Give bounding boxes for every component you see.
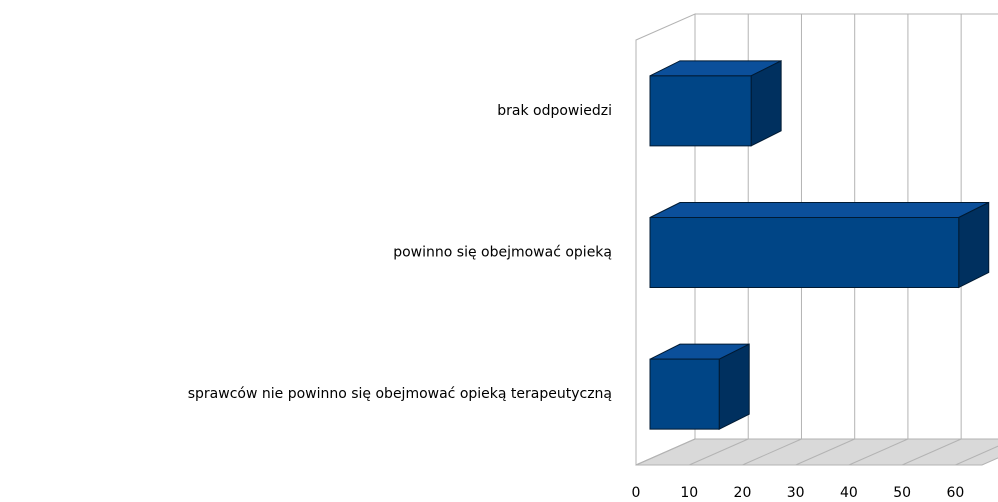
floor-grid-line [635, 438, 696, 466]
floor-grid-line [689, 438, 749, 466]
x-tick-label: 10 [680, 485, 698, 501]
bar-side [718, 343, 750, 430]
x-tick-label: 0 [632, 485, 641, 501]
bar-side [750, 60, 782, 147]
x-tick-label: 60 [946, 485, 964, 501]
floor-grid-line [955, 445, 998, 466]
category-label: sprawców nie powinno się obejmować opiek… [188, 386, 612, 402]
bar-top [649, 202, 989, 218]
bar [649, 343, 750, 430]
category-label: powinno się obejmować opieką [393, 245, 612, 261]
floor-grid-line [742, 438, 802, 466]
bar [649, 201, 990, 289]
floor-grid-line [901, 438, 962, 466]
category-label: brak odpowiedzi [497, 103, 612, 119]
x-tick-label: 50 [893, 485, 911, 501]
x-tick-label: 20 [734, 485, 752, 501]
bar-front [649, 75, 752, 147]
bar [649, 60, 782, 147]
floor [635, 438, 998, 466]
bar-front [649, 358, 720, 430]
bar-side [958, 201, 990, 289]
floor-grid-line [848, 438, 909, 466]
bar-front [649, 217, 960, 288]
x-tick-label: 30 [787, 485, 805, 501]
floor-grid-line [795, 438, 855, 466]
x-tick-label: 40 [840, 485, 858, 501]
